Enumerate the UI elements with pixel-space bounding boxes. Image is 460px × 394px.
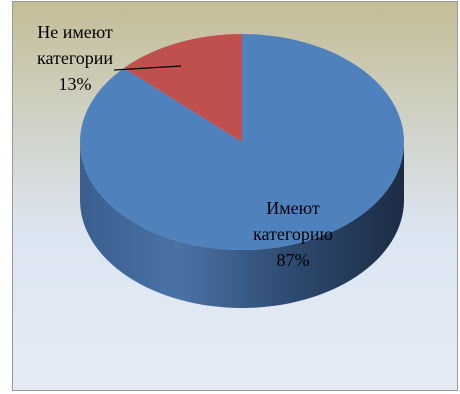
- pie-slice-0: [79, 34, 405, 251]
- slice-label-small-line1: Не имеют: [37, 22, 113, 42]
- slice-label-large-line1: Имеют: [266, 198, 320, 218]
- pie-chart: Не имеют категории 13% Имеют категорию 8…: [13, 2, 457, 390]
- pie-side-wall: [80, 142, 404, 308]
- leader-line: [113, 65, 182, 71]
- pie-slice-1: [123, 34, 242, 142]
- slice-label-small-percent: 13%: [59, 74, 92, 94]
- slice-label-large-percent: 87%: [277, 250, 310, 270]
- slice-label-large-line2: категорию: [253, 224, 333, 244]
- slice-label-small-line2: категории: [37, 48, 113, 68]
- chart-frame: Не имеют категории 13% Имеют категорию 8…: [12, 1, 458, 391]
